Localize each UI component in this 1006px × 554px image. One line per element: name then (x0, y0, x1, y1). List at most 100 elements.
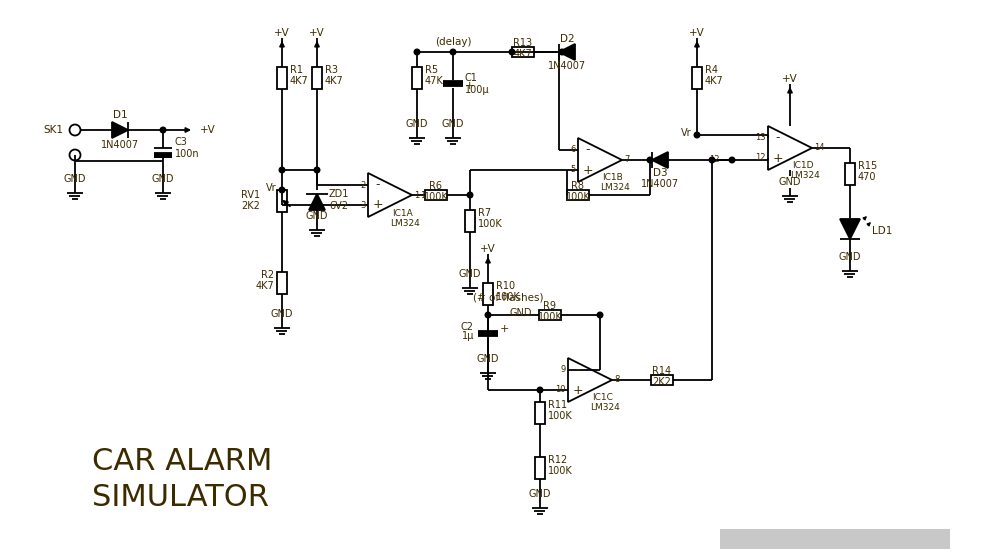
Text: 8: 8 (614, 376, 620, 384)
Text: C2: C2 (461, 322, 474, 332)
Text: GND: GND (63, 174, 87, 184)
Text: 4K7: 4K7 (256, 281, 274, 291)
Text: +V: +V (782, 74, 798, 84)
Text: 1μ: 1μ (462, 331, 474, 341)
Text: 470: 470 (858, 172, 876, 182)
Circle shape (647, 157, 653, 163)
Bar (535, 402, 545, 424)
Text: R5: R5 (425, 65, 439, 75)
Text: IC1D: IC1D (792, 162, 814, 171)
Bar (277, 190, 287, 212)
Text: GND: GND (779, 177, 801, 187)
Bar (277, 67, 287, 89)
Circle shape (709, 157, 715, 163)
Text: 100K: 100K (478, 219, 503, 229)
Text: -: - (585, 143, 591, 156)
Text: LM324: LM324 (601, 183, 630, 192)
Text: 100K: 100K (565, 192, 591, 202)
Text: GND: GND (442, 119, 464, 129)
Text: +: + (582, 163, 594, 177)
Circle shape (537, 387, 543, 393)
Text: 7: 7 (624, 156, 630, 165)
Text: GND: GND (405, 119, 429, 129)
Text: LM324: LM324 (790, 172, 820, 181)
Text: 4K7: 4K7 (514, 49, 532, 59)
Bar (425, 190, 447, 200)
Circle shape (160, 127, 166, 133)
Text: 2K2: 2K2 (241, 201, 260, 211)
Text: 1: 1 (420, 191, 426, 199)
Text: 2: 2 (361, 181, 366, 189)
Circle shape (467, 192, 473, 198)
Text: 13: 13 (756, 134, 766, 142)
Text: R13: R13 (513, 38, 532, 48)
Circle shape (559, 49, 564, 55)
Circle shape (69, 150, 80, 161)
Text: 6: 6 (570, 146, 576, 155)
Text: 1N4007: 1N4007 (548, 61, 586, 71)
Text: SIMULATOR: SIMULATOR (92, 483, 269, 511)
Bar (465, 210, 475, 232)
Bar (443, 81, 463, 86)
Text: 100K: 100K (548, 411, 572, 421)
Text: 100n: 100n (175, 149, 199, 159)
Text: 5: 5 (570, 166, 576, 175)
Circle shape (451, 49, 456, 55)
Text: R4: R4 (705, 65, 718, 75)
Circle shape (485, 312, 491, 318)
Circle shape (280, 167, 285, 173)
Text: R7: R7 (478, 208, 491, 218)
Text: R11: R11 (548, 400, 567, 410)
Text: LM324: LM324 (390, 218, 420, 228)
Bar (692, 67, 702, 89)
Text: Vr: Vr (267, 183, 277, 193)
Text: R9: R9 (543, 301, 556, 311)
Text: R3: R3 (325, 65, 338, 75)
Text: D3: D3 (653, 168, 667, 178)
Text: GND: GND (839, 252, 861, 262)
Text: R8: R8 (571, 181, 584, 191)
Circle shape (598, 312, 603, 318)
Text: 100K: 100K (424, 192, 449, 202)
Circle shape (280, 187, 285, 193)
Text: R6: R6 (430, 181, 443, 191)
Text: R15: R15 (858, 161, 877, 171)
Circle shape (509, 49, 515, 55)
Text: 47K: 47K (425, 76, 444, 86)
Text: GND: GND (477, 354, 499, 364)
Text: 100μ: 100μ (465, 85, 490, 95)
Text: +: + (500, 324, 509, 334)
Text: 14: 14 (814, 143, 825, 152)
Bar (535, 457, 545, 479)
Text: +V: +V (309, 28, 325, 38)
Text: +V: +V (274, 28, 290, 38)
Text: 4K7: 4K7 (705, 76, 723, 86)
Text: 9: 9 (560, 366, 566, 375)
Text: 1N4007: 1N4007 (641, 179, 679, 189)
Polygon shape (652, 152, 668, 168)
Bar (483, 283, 493, 305)
Text: GND: GND (152, 174, 174, 184)
Text: GND: GND (306, 211, 328, 221)
Text: -: - (776, 131, 781, 145)
Polygon shape (559, 44, 575, 60)
Bar (154, 153, 172, 158)
Text: RV1: RV1 (240, 190, 260, 200)
Polygon shape (112, 122, 128, 138)
Text: 1N4007: 1N4007 (101, 140, 139, 150)
Text: -: - (575, 363, 580, 377)
Bar (845, 163, 855, 185)
Bar (478, 331, 498, 336)
Text: 6V2: 6V2 (329, 201, 348, 211)
Text: R2: R2 (261, 270, 274, 280)
Text: SK1: SK1 (43, 125, 63, 135)
Text: GND: GND (459, 269, 481, 279)
Bar (412, 67, 422, 89)
Text: -: - (376, 178, 380, 192)
Text: +: + (465, 81, 475, 91)
Circle shape (69, 125, 80, 136)
Text: CAR ALARM: CAR ALARM (92, 448, 273, 476)
Circle shape (729, 157, 734, 163)
Text: R14: R14 (653, 366, 672, 376)
Text: LM324: LM324 (591, 403, 620, 413)
